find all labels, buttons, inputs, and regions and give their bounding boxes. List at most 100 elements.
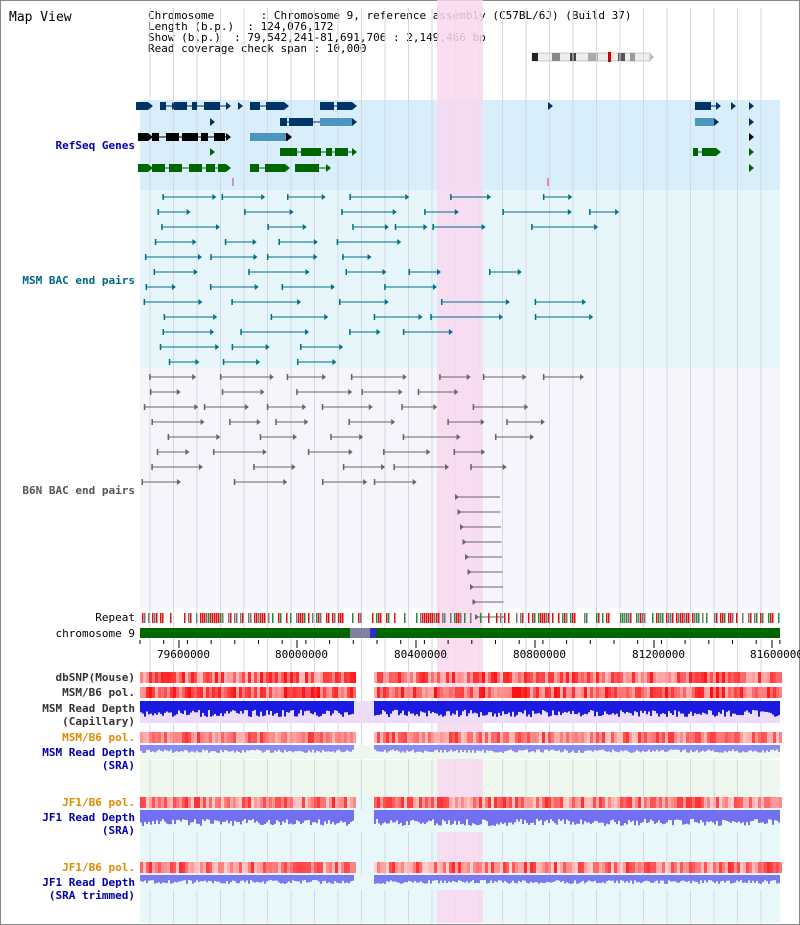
- repeat-element: [542, 613, 544, 623]
- jf1-read-depth-trim-bar: [466, 875, 468, 882]
- msm-read-depth-sra-bar: [400, 745, 402, 753]
- jf1-b6-pol-2-strip-cell: [584, 862, 587, 873]
- jf1-read-depth-sra-bar: [698, 810, 700, 824]
- msm-b6-pol-2-strip-cell: [176, 732, 179, 743]
- msm-b6-pol-strip-cell: [755, 687, 758, 698]
- jf1-read-depth-sra-bar: [760, 810, 762, 823]
- msm-read-depth-sra-bar: [738, 745, 740, 753]
- jf1-b6-pol-strip-cell: [203, 797, 206, 808]
- dbsnp-strip-cell: [272, 672, 275, 683]
- dbsnp-strip-cell: [749, 672, 752, 683]
- msm-b6-pol-strip-cell: [329, 687, 332, 698]
- b6n-bac-pair-end: [176, 479, 181, 485]
- jf1-read-depth-trim-bar: [374, 875, 376, 884]
- msm-read-depth-capillary-bar: [170, 701, 172, 713]
- jf1-b6-pol-strip-cell: [212, 797, 215, 808]
- msm-read-depth-sra-bar: [662, 745, 664, 750]
- msm-b6-pol-2-strip-cell: [317, 732, 320, 743]
- jf1-b6-pol-strip-cell: [176, 797, 179, 808]
- msm-read-depth-capillary-bar: [646, 701, 648, 715]
- msm-read-depth-sra-bar: [578, 745, 580, 751]
- jf1-b6-pol-strip-cell: [665, 797, 668, 808]
- msm-read-depth-sra-bar: [234, 745, 236, 753]
- b6n-bac-pair-end: [167, 434, 170, 440]
- b6n-bac-pair-end: [149, 389, 152, 395]
- msm-b6-pol-strip-cell: [611, 687, 614, 698]
- msm-read-depth-capillary-bar: [684, 701, 686, 717]
- msm-bac-pair-end: [154, 239, 157, 245]
- msm-read-depth-capillary-bar: [392, 701, 394, 712]
- msm-b6-pol-strip-cell: [185, 687, 188, 698]
- repeat-element: [404, 613, 406, 623]
- dbsnp-strip-cell: [575, 672, 578, 683]
- msm-read-depth-sra-bar: [254, 745, 256, 751]
- dbsnp-strip-cell: [197, 672, 200, 683]
- jf1-b6-pol-2-strip-cell: [536, 862, 539, 873]
- repeat-element: [260, 613, 262, 623]
- msm-b6-pol-strip-cell: [452, 687, 455, 698]
- jf1-read-depth-sra-bar: [638, 810, 640, 826]
- jf1-b6-pol-2-strip-cell: [689, 862, 692, 873]
- msm-b6-pol-strip-cell: [716, 687, 719, 698]
- msm-read-depth-sra-bar: [472, 745, 474, 750]
- jf1-read-depth-trim-bar: [526, 875, 528, 883]
- repeat-element: [460, 613, 462, 623]
- chromosome-ideogram[interactable]: [530, 52, 654, 62]
- jf1-b6-pol-2-strip-cell: [587, 862, 590, 873]
- msm-read-depth-capillary-bar: [674, 701, 676, 711]
- jf1-read-depth-trim-bar: [188, 875, 190, 880]
- jf1-read-depth-sra-bar: [528, 810, 530, 825]
- jf1-b6-pol-strip-cell: [293, 797, 296, 808]
- msm-read-depth-capillary-bar: [198, 701, 200, 710]
- jf1-b6-pol-2-strip-cell: [761, 862, 764, 873]
- msm-read-depth-capillary-bar: [314, 701, 316, 713]
- msm-b6-pol-2-strip-cell: [728, 732, 731, 743]
- jf1-read-depth-sra-bar: [240, 810, 242, 825]
- msm-bac-pair-end: [313, 254, 318, 260]
- msm-b6-pol-2-strip-cell: [347, 732, 350, 743]
- jf1-read-depth-sra-bar: [532, 810, 534, 823]
- gene-exon: [320, 102, 334, 110]
- jf1-read-depth-trim-bar: [144, 875, 146, 881]
- msm-read-depth-capillary-bar: [236, 701, 238, 713]
- jf1-read-depth-trim-bar: [614, 875, 616, 884]
- jf1-read-depth-trim-bar: [256, 875, 258, 882]
- msm-read-depth-sra-bar: [544, 745, 546, 750]
- jf1-b6-pol-strip-cell: [413, 797, 416, 808]
- b6n-bac-pair-end: [445, 464, 450, 470]
- jf1-read-depth-trim-bar: [740, 875, 742, 881]
- gene-exon: [702, 148, 716, 156]
- dbsnp-strip-cell: [686, 672, 689, 683]
- msm-read-depth-sra-bar: [324, 745, 326, 752]
- msm-read-depth-capillary-bar: [458, 701, 460, 717]
- msm-read-depth-capillary-bar: [280, 701, 282, 717]
- msm-read-depth-sra-bar: [584, 745, 586, 751]
- jf1-read-depth-trim-bar: [462, 875, 464, 882]
- msm-read-depth-sra-bar: [536, 745, 538, 750]
- jf1-read-depth-trim-bar: [430, 875, 432, 884]
- jf1-read-depth-sra-bar: [728, 810, 730, 822]
- gene-exon: [152, 133, 159, 141]
- jf1-b6-pol-strip-cell: [752, 797, 755, 808]
- msm-b6-pol-2-strip-cell: [191, 732, 194, 743]
- jf1-read-depth-sra-bar: [456, 810, 458, 825]
- jf1-read-depth-trim-bar: [432, 875, 434, 881]
- dbsnp-strip-cell: [449, 672, 452, 683]
- b6n-bac-pair-end: [143, 404, 146, 410]
- msm-read-depth-capillary-bar: [634, 701, 636, 712]
- jf1-b6-pol-2-strip-cell: [167, 862, 170, 873]
- jf1-read-depth-sra-bar: [652, 810, 654, 822]
- dbsnp-strip-cell: [164, 672, 167, 683]
- repeat-element: [544, 613, 546, 623]
- jf1-read-depth-trim-bar: [652, 875, 654, 884]
- msm-b6-pol-2-strip-cell: [398, 732, 401, 743]
- msm-b6-pol-2-strip-cell: [320, 732, 323, 743]
- msm-read-depth-sra-bar: [726, 745, 728, 753]
- msm-read-depth-sra-bar: [586, 745, 588, 751]
- msm-bac-pair-end: [281, 284, 284, 290]
- msm-read-depth-sra-bar: [146, 745, 148, 750]
- jf1-read-depth-sra-bar: [600, 810, 602, 823]
- jf1-read-depth-trim-bar: [754, 875, 756, 883]
- jf1-b6-pol-strip-cell: [440, 797, 443, 808]
